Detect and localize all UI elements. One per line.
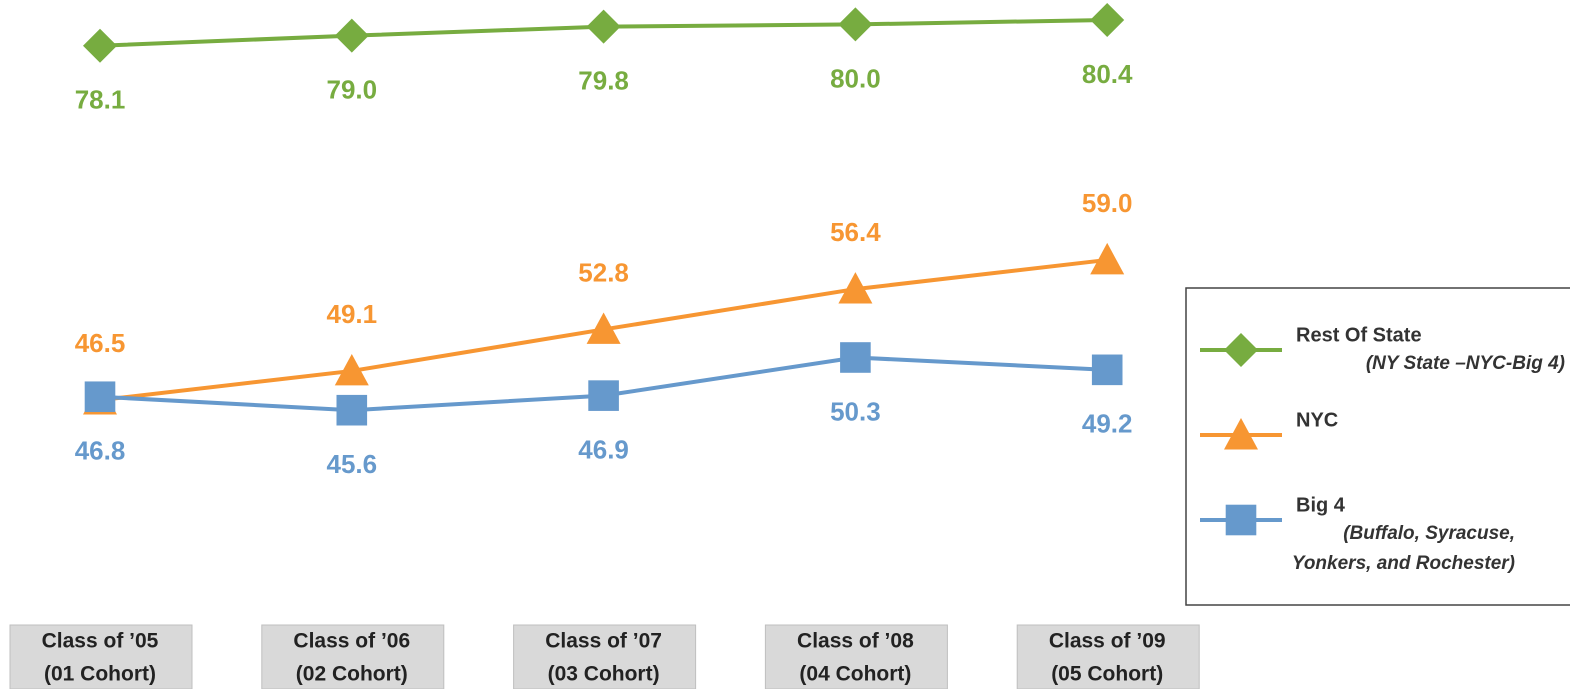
category-box [261,624,445,689]
category-box [9,624,193,689]
legend-label: NYC [1296,409,1338,431]
data-label: 46.5 [75,328,126,358]
legend-marker [1224,418,1258,450]
marker [336,394,368,426]
legend-note: (Buffalo, Syracuse, [1343,523,1515,544]
x-tick-label: Class of ’08 [797,630,914,653]
data-label: 50.3 [830,396,881,426]
category-box [764,624,948,689]
category-box [513,624,697,689]
x-tick-label: (02 Cohort) [296,663,408,686]
legend-marker [1224,333,1258,367]
legend-note: Yonkers, and Rochester) [1292,553,1515,574]
data-label: 45.6 [326,449,377,479]
data-label: 80.0 [830,63,881,93]
category-box [1016,624,1200,689]
marker [83,28,117,63]
legend-label: Rest Of State [1296,324,1422,346]
legend-marker [1225,504,1257,536]
legend-note: (NY State –NYC-Big 4) [1366,353,1565,374]
marker [840,342,871,373]
marker [334,353,369,386]
marker [586,312,621,344]
x-tick-label: Class of ’05 [42,630,159,653]
marker [1091,354,1123,386]
x-tick-label: Class of ’09 [1049,630,1166,653]
marker [588,380,619,411]
data-label: 79.0 [326,75,377,105]
marker [84,381,116,413]
data-label: 56.4 [830,217,881,247]
x-tick-label: (05 Cohort) [1051,663,1163,686]
marker [838,7,873,42]
data-label: 79.8 [578,66,629,96]
marker [334,18,369,53]
x-tick-label: Class of ’07 [545,630,662,653]
data-label: 78.1 [75,85,126,115]
x-tick-label: (01 Cohort) [44,663,156,686]
marker [586,9,621,44]
marker [1090,2,1125,37]
legend-label: Big 4 [1296,494,1346,516]
data-label: 59.0 [1082,188,1133,218]
data-label: 49.1 [326,299,377,329]
marker [1090,242,1125,275]
data-label: 46.9 [578,434,629,464]
data-label: 49.2 [1082,409,1133,439]
data-label: 46.8 [75,436,126,466]
data-label: 52.8 [578,257,629,287]
marker [838,272,873,304]
x-tick-label: (03 Cohort) [548,663,660,686]
x-tick-label: (04 Cohort) [799,663,911,686]
data-label: 80.4 [1082,59,1133,89]
x-tick-label: Class of ’06 [293,630,410,653]
